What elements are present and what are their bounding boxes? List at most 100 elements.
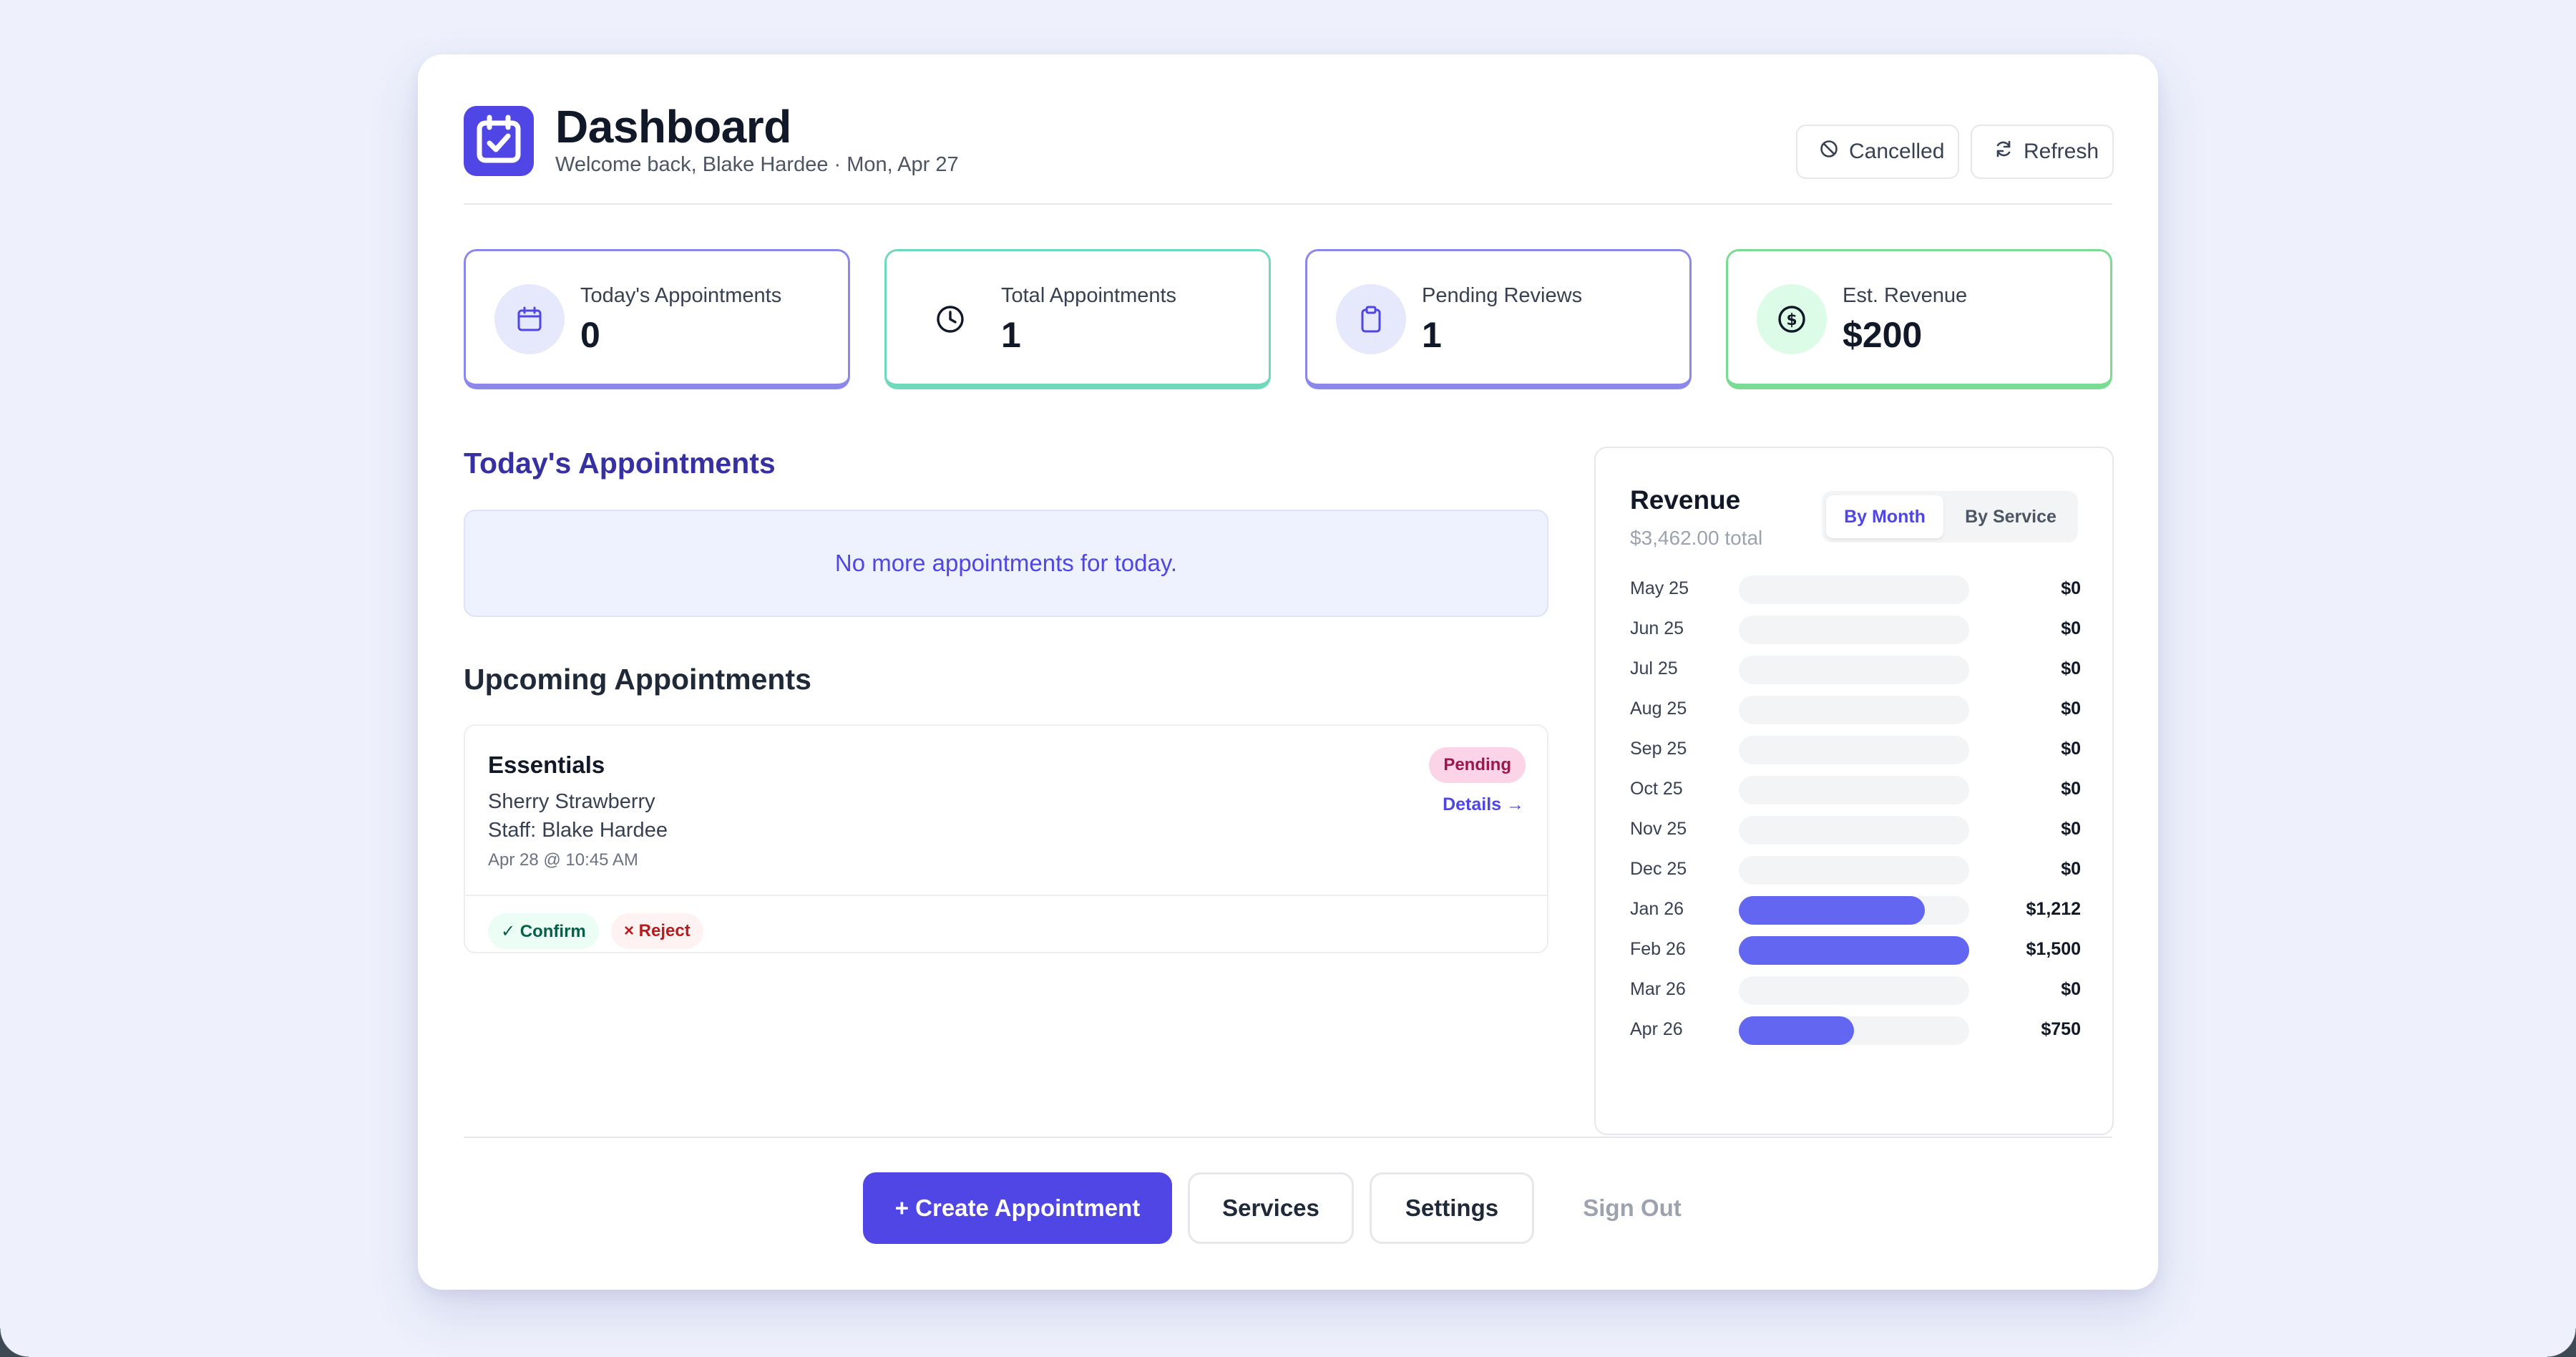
revenue-bar-fill: [1739, 896, 1925, 925]
revenue-panel: Revenue $3,462.00 total By Month By Serv…: [1594, 447, 2114, 1135]
stat-value: 1: [1422, 315, 1442, 355]
revenue-month-label: Nov 25: [1630, 819, 1687, 839]
revenue-title: Revenue: [1630, 485, 1741, 515]
revenue-bar-track: [1739, 776, 1969, 804]
revenue-month-label: Dec 25: [1630, 859, 1687, 879]
stat-card-est-revenue: $ Est. Revenue $200: [1726, 249, 2112, 389]
revenue-row: Dec 25 $0: [1630, 850, 2081, 890]
appointment-staff: Staff: Blake Hardee: [488, 819, 668, 842]
revenue-row: Sep 25 $0: [1630, 730, 2081, 770]
cancelled-button[interactable]: Cancelled: [1796, 125, 1959, 179]
revenue-bar-fill: [1739, 1016, 1854, 1045]
appointment-divider: [465, 895, 1547, 896]
confirm-button[interactable]: ✓ Confirm: [488, 913, 599, 949]
stat-label: Total Appointments: [1001, 284, 1177, 307]
revenue-month-label: Sep 25: [1630, 739, 1687, 759]
revenue-value: $0: [2061, 819, 2081, 839]
appointment-datetime: Apr 28 @ 10:45 AM: [488, 850, 638, 870]
status-badge: Pending: [1429, 747, 1526, 783]
revenue-row: Mar 26 $0: [1630, 971, 2081, 1011]
tab-by-month[interactable]: By Month: [1826, 495, 1943, 538]
revenue-total: $3,462.00 total: [1630, 527, 1763, 549]
revenue-value: $0: [2061, 859, 2081, 879]
settings-button[interactable]: Settings: [1370, 1172, 1534, 1244]
appointment-service: Essentials: [488, 752, 605, 778]
clipboard-icon: [1336, 284, 1406, 354]
revenue-bar-track: [1739, 856, 1969, 885]
upcoming-appointments-heading: Upcoming Appointments: [464, 663, 811, 696]
revenue-month-label: Aug 25: [1630, 699, 1687, 719]
revenue-bar-track: [1739, 575, 1969, 604]
revenue-value: $0: [2061, 779, 2081, 799]
appointment-client: Sherry Strawberry: [488, 790, 655, 813]
revenue-month-label: Apr 26: [1630, 1019, 1683, 1039]
revenue-month-label: May 25: [1630, 578, 1689, 598]
sign-out-button[interactable]: Sign Out: [1583, 1195, 1682, 1221]
refresh-icon: [1994, 139, 2014, 165]
revenue-bar-track: [1739, 936, 1969, 965]
refresh-button[interactable]: Refresh: [1971, 125, 2114, 179]
screen-corner: [2547, 1328, 2576, 1357]
revenue-bar-fill: [1739, 936, 1969, 965]
revenue-row: Feb 26 $1,500: [1630, 930, 2081, 971]
stat-card-pending-reviews: Pending Reviews 1: [1305, 249, 1692, 389]
revenue-row: May 25 $0: [1630, 570, 2081, 610]
dashboard-card: Dashboard Welcome back, Blake Hardee · M…: [418, 54, 2158, 1290]
revenue-bar-track: [1739, 656, 1969, 684]
services-button[interactable]: Services: [1188, 1172, 1354, 1244]
cancelled-label: Cancelled: [1849, 140, 1945, 163]
revenue-row: Nov 25 $0: [1630, 810, 2081, 850]
calendar-icon: [494, 284, 565, 354]
stat-value: $200: [1843, 315, 1923, 355]
revenue-month-label: Mar 26: [1630, 979, 1686, 999]
revenue-bar-track: [1739, 736, 1969, 764]
revenue-month-label: Oct 25: [1630, 779, 1683, 799]
appointment-card: Essentials Sherry Strawberry Staff: Blak…: [464, 724, 1548, 953]
revenue-row: Jun 25 $0: [1630, 610, 2081, 650]
create-appointment-button[interactable]: + Create Appointment: [863, 1172, 1172, 1244]
stat-card-todays-appointments: Today's Appointments 0: [464, 249, 850, 389]
header-divider: [464, 203, 2112, 205]
revenue-row: Apr 26 $750: [1630, 1011, 2081, 1051]
stat-label: Est. Revenue: [1843, 284, 1968, 307]
svg-text:$: $: [1786, 311, 1797, 329]
revenue-month-label: Feb 26: [1630, 939, 1686, 959]
revenue-value: $0: [2061, 739, 2081, 759]
stat-value: 0: [580, 315, 600, 355]
stat-value: 1: [1001, 315, 1021, 355]
refresh-label: Refresh: [2024, 140, 2099, 163]
revenue-month-label: Jun 25: [1630, 618, 1684, 638]
stat-card-total-appointments: Total Appointments 1: [884, 249, 1271, 389]
revenue-row: Jan 26 $1,212: [1630, 890, 2081, 930]
revenue-value: $0: [2061, 699, 2081, 719]
revenue-row: Oct 25 $0: [1630, 770, 2081, 810]
details-link[interactable]: Details →: [1443, 794, 1524, 814]
ban-icon: [1819, 139, 1839, 165]
revenue-value: $1,500: [2026, 939, 2081, 959]
stat-label: Pending Reviews: [1422, 284, 1583, 307]
revenue-bar-track: [1739, 696, 1969, 724]
revenue-row: Jul 25 $0: [1630, 650, 2081, 690]
revenue-month-label: Jul 25: [1630, 658, 1678, 678]
reject-button[interactable]: × Reject: [611, 913, 703, 949]
revenue-bar-track: [1739, 1016, 1969, 1045]
revenue-value: $1,212: [2026, 899, 2081, 919]
revenue-bar-track: [1739, 616, 1969, 644]
revenue-row: Aug 25 $0: [1630, 690, 2081, 730]
screen-corner: [0, 1328, 29, 1357]
todays-appointments-heading: Today's Appointments: [464, 447, 776, 480]
calendar-check-logo-icon: [464, 106, 534, 176]
revenue-value: $750: [2041, 1019, 2081, 1039]
footer-divider: [464, 1137, 2112, 1138]
revenue-bar-track: [1739, 896, 1969, 925]
page-subtitle: Welcome back, Blake Hardee · Mon, Apr 27: [555, 153, 959, 176]
page-title: Dashboard: [555, 101, 791, 152]
revenue-value: $0: [2061, 979, 2081, 999]
revenue-month-label: Jan 26: [1630, 899, 1684, 919]
revenue-view-toggle: By Month By Service: [1822, 491, 2078, 543]
dollar-icon: $: [1757, 284, 1827, 354]
revenue-value: $0: [2061, 658, 2081, 678]
revenue-bar-track: [1739, 816, 1969, 845]
revenue-bar-track: [1739, 976, 1969, 1005]
tab-by-service[interactable]: By Service: [1965, 506, 2057, 527]
